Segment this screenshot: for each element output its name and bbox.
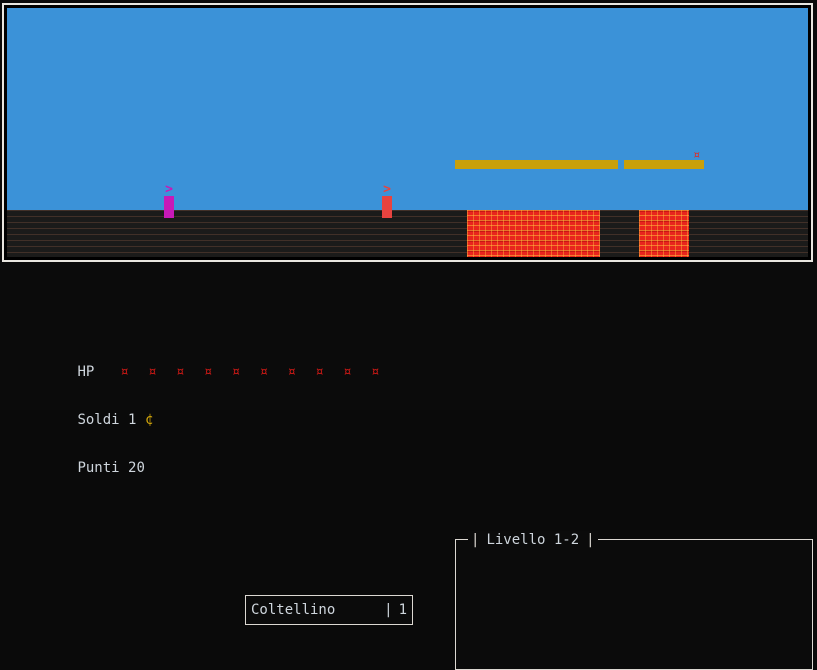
enemy-sprite-1: > (382, 182, 392, 218)
points-label: Punti (77, 460, 120, 476)
inventory-item-name: Coltellino (251, 602, 336, 618)
platform-right (624, 160, 704, 169)
stat-row-hp: HP ¤ ¤ ¤ ¤ ¤ ¤ ¤ ¤ ¤ ¤ (10, 348, 385, 380)
stat-row-points: Punti 20 (10, 444, 385, 476)
money-label: Soldi (77, 412, 120, 428)
hp-label: HP (77, 364, 95, 380)
hp-hearts: ¤ ¤ ¤ ¤ ¤ ¤ ¤ ¤ ¤ ¤ (120, 364, 385, 380)
platform-left (455, 160, 618, 169)
legend-right-bar-icon: | (586, 532, 595, 548)
game-viewport[interactable]: ¤ > > (7, 8, 808, 257)
player-sprite: > (164, 182, 174, 218)
player-stats: HP ¤ ¤ ¤ ¤ ¤ ¤ ¤ ¤ ¤ ¤ Soldi 1 ¢ Punti 20 (10, 316, 385, 492)
game-viewport-frame: ¤ > > (2, 3, 813, 262)
coin-icon: ¢ (144, 412, 154, 428)
level-title: Livello 1-2 (486, 532, 580, 548)
level-panel: | Livello 1-2 | (455, 531, 813, 670)
inventory-item-row[interactable]: Coltellino | 1 (246, 596, 412, 624)
level-message-log (462, 554, 806, 663)
enemy-body (382, 196, 392, 218)
inventory-item-quantity: 1 (398, 602, 407, 618)
points-value: 20 (128, 460, 145, 476)
player-head-icon: > (165, 182, 173, 197)
money-value: 1 (128, 412, 137, 428)
legend-left-bar-icon: | (471, 532, 480, 548)
enemy-head-icon: > (383, 182, 391, 197)
hud-panel: HP ¤ ¤ ¤ ¤ ¤ ¤ ¤ ¤ ¤ ¤ Soldi 1 ¢ Punti 20… (0, 268, 817, 670)
block-large (467, 210, 600, 257)
heart-pickup-icon[interactable]: ¤ (693, 148, 701, 162)
level-panel-legend: | Livello 1-2 | (468, 531, 598, 549)
block-small (639, 210, 689, 257)
inventory-separator: | (384, 602, 393, 618)
game-window: ¤ > > HP ¤ ¤ ¤ ¤ ¤ ¤ ¤ ¤ ¤ ¤ Soldi 1 ¢ Pu… (0, 3, 817, 670)
sky-background (7, 8, 808, 210)
player-body (164, 196, 174, 218)
inventory-box[interactable]: Coltellino | 1 (245, 595, 413, 625)
